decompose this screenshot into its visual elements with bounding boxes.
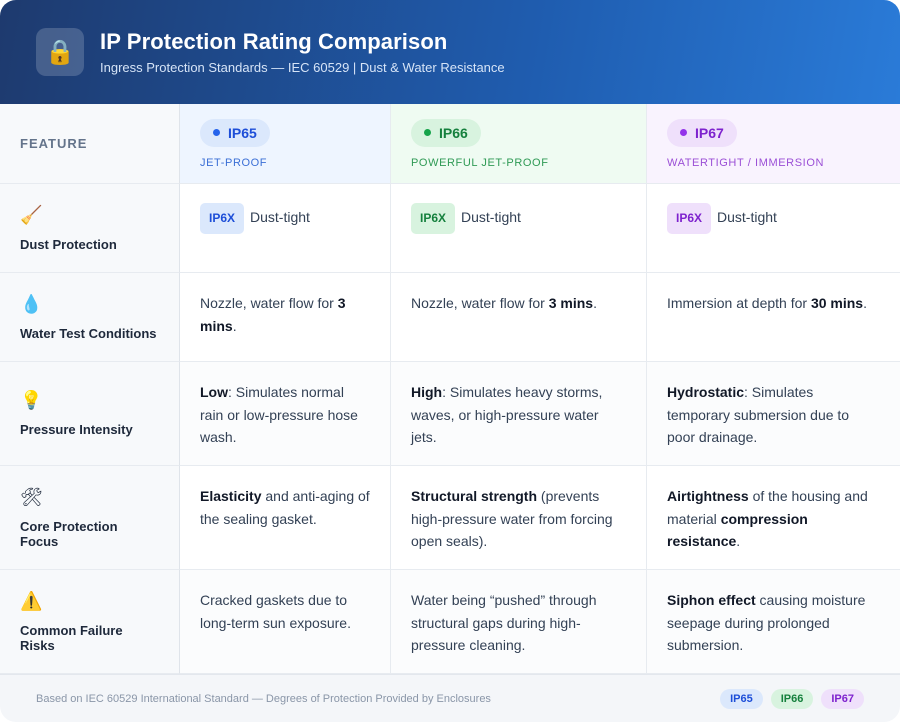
footer-note: Based on IEC 60529 International Standar… (36, 692, 491, 705)
header-text: IP Protection Rating Comparison Ingress … (100, 29, 505, 75)
cell-text: Cracked gaskets due to long-term sun exp… (200, 592, 351, 631)
table-cell: Siphon effect causing moisture seepage d… (647, 570, 900, 674)
dot-icon (424, 129, 431, 136)
cell-text: . (232, 317, 237, 334)
column-header-ip65: IP65 JET-PROOF (180, 104, 391, 184)
ip65-subtitle: JET-PROOF (200, 156, 268, 169)
dot-icon (213, 129, 220, 136)
row-label-pressure-intensity: 💡 Pressure Intensity (0, 362, 180, 466)
row-label-water-test: 💧 Water Test Conditions (0, 273, 180, 362)
feature-header-label: FEATURE (20, 136, 88, 151)
row-label-core-protection: 🛠 Core Protection Focus (0, 466, 180, 570)
table-cell: Structural strength (prevents high-press… (391, 466, 647, 570)
comparison-table: FEATURE IP65 JET-PROOF IP66 POWERFUL JET… (0, 104, 900, 674)
ip67-subtitle: WATERTIGHT / IMMERSION (667, 156, 825, 169)
ip65-name: IP65 (228, 124, 257, 141)
cell-text: . (863, 295, 867, 311)
footer-badge-ip67: IP67 (821, 688, 864, 709)
cell-bold: Elasticity (200, 488, 262, 504)
table-cell: Water being “pushed” through structural … (391, 570, 647, 674)
page-subtitle: Ingress Protection Standards — IEC 60529… (100, 60, 505, 75)
page-title: IP Protection Rating Comparison (100, 29, 448, 54)
column-header-ip67: IP67 WATERTIGHT / IMMERSION (647, 104, 900, 184)
header: 🔒 IP Protection Rating Comparison Ingres… (0, 0, 900, 104)
table-cell: Airtightness of the housing and material… (647, 466, 900, 570)
ip66-name: IP66 (439, 124, 468, 141)
lightbulb-icon: 💡 (20, 390, 43, 410)
cell-text: Dust-tight (717, 209, 777, 225)
table-cell: Nozzle, water flow for 3 mins. (391, 273, 647, 362)
cell-bold: Siphon effect (667, 592, 756, 608)
table-cell: Cracked gaskets due to long-term sun exp… (180, 570, 391, 674)
cell-text: Dust-tight (250, 209, 310, 225)
ip66-badge: IP66 (411, 118, 481, 147)
table-cell: Low: Simulates normal rain or low-pressu… (180, 362, 391, 466)
cell-text: Nozzle, water flow for (411, 295, 549, 311)
row-label-dust-protection: 🧹 Dust Protection (0, 184, 180, 273)
dust-tag: IP6X (200, 203, 245, 234)
table-cell: High: Simulates heavy storms, waves, or … (391, 362, 647, 466)
cell-text: Immersion at depth for (667, 295, 811, 311)
cell-text: Water being “pushed” through structural … (411, 592, 597, 653)
lock-icon: 🔒 (36, 28, 84, 76)
row-label: Pressure Intensity (20, 422, 133, 437)
dust-tag: IP6X (411, 203, 456, 234)
footer-badge-ip66: IP66 (770, 688, 814, 709)
table-cell: Nozzle, water flow for 3 mins. (180, 273, 391, 362)
cell-text: Nozzle, water flow for (200, 295, 338, 311)
cell-text: causing moisture seepage during prolonge… (667, 592, 866, 653)
row-label: Core Protection Focus (20, 518, 118, 549)
table-cell: Elasticity and anti-aging of the sealing… (180, 466, 391, 570)
cell-bold: 30 mins (810, 295, 864, 311)
cell-text: : Simulates temporary submersion due to … (667, 384, 850, 445)
cell-text: Dust-tight (461, 209, 521, 225)
cell-bold: 3 mins (548, 295, 594, 311)
row-label: Common Failure Risks (20, 622, 123, 653)
dot-icon (680, 129, 687, 136)
cell-bold: 3 mins (200, 295, 346, 334)
table-cell: Hydrostatic: Simulates temporary submers… (647, 362, 900, 466)
ip65-badge: IP65 (200, 118, 270, 147)
table-cell: IP6X Dust-tight (180, 184, 391, 273)
cell-bold: High (411, 384, 443, 400)
column-header-ip66: IP66 POWERFUL JET-PROOF (391, 104, 647, 184)
row-label-failure-risks: ⚠️ Common Failure Risks (0, 570, 180, 674)
cell-text: : Simulates normal rain or low-pressure … (200, 384, 358, 445)
footer-badge-ip65: IP65 (720, 688, 763, 709)
cell-bold: Structural strength (411, 488, 538, 504)
ip66-subtitle: POWERFUL JET-PROOF (411, 156, 549, 169)
cell-text: and anti-aging of the sealing gasket. (200, 488, 370, 527)
ip67-badge: IP67 (667, 118, 737, 147)
cell-bold: Airtightness (667, 488, 749, 504)
cell-bold: compression resistance (667, 510, 808, 550)
table-cell: IP6X Dust-tight (647, 184, 900, 273)
droplet-icon: 💧 (20, 293, 43, 314)
broom-icon: 🧹 (20, 204, 43, 225)
cell-text: . (736, 533, 741, 549)
cell-text: : Simulates heavy storms, waves, or high… (411, 384, 603, 445)
table-cell: Immersion at depth for 30 mins. (647, 273, 900, 362)
table-cell: IP6X Dust-tight (391, 184, 647, 273)
cell-text: of the housing and material (667, 488, 868, 527)
warning-icon: ⚠️ (20, 590, 43, 611)
cell-bold: Low (200, 384, 228, 400)
cell-bold: Hydrostatic (667, 384, 745, 400)
ip67-name: IP67 (695, 124, 724, 141)
cell-text: (prevents high-pressure water from forci… (411, 488, 613, 549)
feature-column-header: FEATURE (0, 104, 180, 184)
dust-tag: IP6X (667, 203, 712, 234)
row-label: Water Test Conditions (20, 325, 157, 341)
row-label: Dust Protection (20, 236, 117, 252)
footer: Based on IEC 60529 International Standar… (0, 674, 900, 722)
cell-text: . (593, 295, 597, 311)
tools-icon: 🛠 (20, 486, 43, 507)
